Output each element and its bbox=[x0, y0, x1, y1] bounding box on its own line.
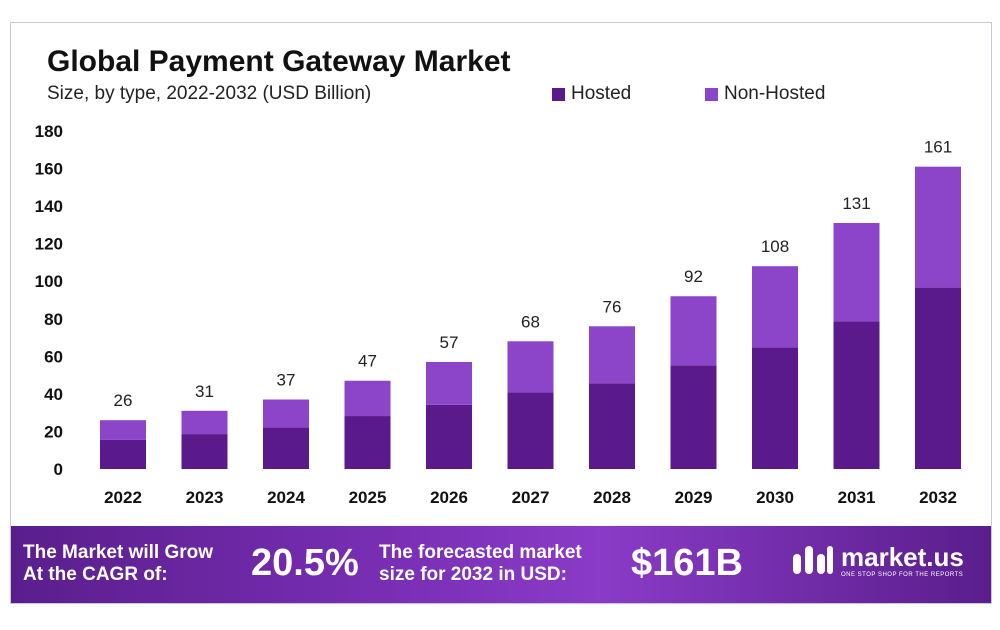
bar-hosted bbox=[752, 347, 798, 469]
x-tick-label: 2028 bbox=[593, 488, 631, 507]
legend-label-non-hosted: Non-Hosted bbox=[724, 83, 826, 104]
y-tick-label: 60 bbox=[44, 347, 63, 366]
bar-non-hosted bbox=[344, 380, 391, 417]
data-label: 68 bbox=[521, 312, 540, 331]
logo-name: market.us bbox=[841, 542, 964, 572]
y-tick-label: 140 bbox=[35, 197, 63, 216]
legend-label-hosted: Hosted bbox=[571, 83, 632, 104]
bar-non-hosted bbox=[181, 410, 228, 435]
bar-hosted bbox=[670, 365, 717, 469]
market-us-logo-icon bbox=[793, 546, 833, 574]
data-label: 26 bbox=[114, 391, 133, 410]
y-tick-label: 0 bbox=[54, 460, 63, 479]
cagr-caption-line-1: The Market will Grow bbox=[23, 542, 214, 563]
legend-item-non-hosted: Non-Hosted bbox=[705, 83, 825, 105]
x-tick-label: 2026 bbox=[430, 488, 468, 507]
logo-tagline: ONE STOP SHOP FOR THE REPORTS bbox=[841, 572, 964, 578]
x-tick-label: 2027 bbox=[512, 488, 550, 507]
data-label: 161 bbox=[924, 138, 952, 157]
y-tick-label: 100 bbox=[35, 272, 63, 291]
bar-hosted bbox=[833, 321, 880, 469]
bar-non-hosted bbox=[426, 361, 472, 405]
market-us-logo: market.us ONE STOP SHOP FOR THE REPORTS bbox=[791, 542, 964, 583]
x-tick-label: 2024 bbox=[267, 488, 305, 507]
chart-frame: Global Payment Gateway Market Size, by t… bbox=[10, 22, 992, 604]
bar-non-hosted bbox=[752, 266, 798, 348]
bar-hosted bbox=[263, 427, 309, 469]
bar-non-hosted bbox=[100, 420, 146, 440]
x-tick-label: 2032 bbox=[919, 488, 957, 507]
y-tick-label: 120 bbox=[35, 235, 63, 254]
data-label: 131 bbox=[842, 194, 870, 213]
cagr-caption-line-2: At the CAGR of: bbox=[23, 564, 168, 585]
x-tick-label: 2030 bbox=[756, 488, 794, 507]
bar-hosted bbox=[344, 416, 391, 469]
data-label: 57 bbox=[440, 333, 459, 352]
bar-chart: 0 20 40 60 80 100 120 140 160 180 26 2022 31 2023 37 20… bbox=[35, 122, 961, 507]
cagr-value: 20.5% bbox=[251, 542, 359, 584]
bar-hosted bbox=[507, 392, 554, 469]
data-label: 76 bbox=[603, 297, 622, 316]
legend-item-hosted: Hosted bbox=[552, 83, 631, 105]
bar-hosted bbox=[100, 439, 146, 469]
data-label: 31 bbox=[195, 382, 214, 401]
x-tick-label: 2029 bbox=[675, 488, 713, 507]
bar-non-hosted bbox=[589, 326, 635, 384]
chart-subtitle: Size, by type, 2022-2032 (USD Billion) bbox=[47, 83, 372, 104]
bar-hosted bbox=[915, 287, 961, 469]
y-tick-label: 40 bbox=[44, 385, 63, 404]
bar-hosted bbox=[426, 404, 472, 469]
forecast-caption-line-1: The forecasted market bbox=[379, 542, 582, 563]
bar-hosted bbox=[589, 383, 635, 469]
bar-non-hosted bbox=[507, 341, 554, 393]
forecast-caption-line-2: size for 2032 in USD: bbox=[379, 564, 567, 585]
y-tick-label: 180 bbox=[35, 122, 63, 141]
bar-non-hosted bbox=[263, 399, 309, 428]
legend-swatch-non-hosted bbox=[705, 87, 718, 101]
legend-swatch-hosted bbox=[552, 87, 565, 101]
forecast-value: $161B bbox=[631, 542, 743, 584]
data-label: 92 bbox=[684, 267, 703, 286]
y-tick-label: 20 bbox=[44, 422, 63, 441]
x-tick-label: 2023 bbox=[186, 488, 224, 507]
data-label: 47 bbox=[358, 352, 377, 371]
bar-non-hosted bbox=[670, 296, 717, 366]
forecast-caption: The forecasted market size for 2032 in U… bbox=[379, 542, 582, 586]
x-tick-label: 2031 bbox=[838, 488, 876, 507]
data-label: 108 bbox=[761, 237, 789, 256]
y-tick-label: 160 bbox=[35, 160, 63, 179]
summary-banner: The Market will Grow At the CAGR of: 20.… bbox=[11, 526, 991, 603]
x-tick-label: 2022 bbox=[104, 488, 142, 507]
y-tick-label: 80 bbox=[44, 310, 63, 329]
cagr-caption: The Market will Grow At the CAGR of: bbox=[23, 542, 213, 586]
x-tick-label: 2025 bbox=[349, 488, 387, 507]
bar-non-hosted bbox=[915, 166, 961, 288]
bar-hosted bbox=[181, 434, 228, 469]
chart-title: Global Payment Gateway Market bbox=[47, 45, 511, 78]
data-label: 37 bbox=[277, 371, 296, 390]
bar-non-hosted bbox=[833, 223, 880, 322]
